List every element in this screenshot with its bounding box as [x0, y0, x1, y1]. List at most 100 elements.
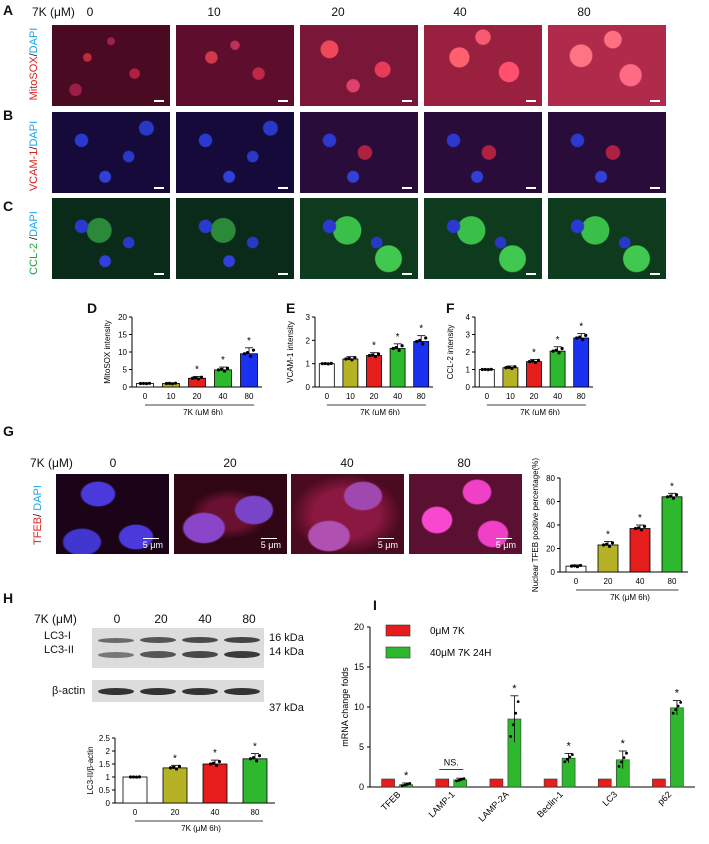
blot-lc3: [92, 628, 264, 668]
dose-0: 0: [86, 5, 94, 19]
panel-label-d: D: [87, 300, 98, 316]
bar-i-0-0: [381, 778, 395, 788]
point-e-0-3: [329, 361, 333, 365]
y-tick-label-i-2: 10: [354, 702, 364, 712]
point-d-1-2: [170, 382, 175, 386]
point-d-4-1: [245, 350, 250, 355]
y-tick-label-d-1: 5: [123, 366, 128, 375]
y-tick-label-d-4: 20: [118, 313, 127, 322]
point-f-2-0: [527, 360, 532, 364]
point-e-3-2: [397, 348, 401, 352]
point-f-4-0: [575, 336, 579, 340]
star-d-2: *: [195, 365, 199, 376]
x-label-d: 7K (μM 6h): [183, 408, 223, 415]
micrograph-mitosox-20: [300, 25, 418, 106]
y-tick-label-f-0: 0: [466, 383, 471, 392]
point-h-0-2: [134, 775, 139, 779]
x-tick-label-i-5: p62: [656, 789, 674, 807]
point-f-3-1: [554, 348, 558, 352]
point-i-1-1-0: [455, 779, 458, 783]
point-h-2-2: [214, 763, 219, 768]
star-d-4: *: [247, 336, 251, 347]
micrograph-mitosox-40: [424, 25, 542, 106]
y-tick-label-h-2: 1: [106, 773, 111, 782]
panel-label-b: B: [3, 107, 14, 123]
point-e-3-0: [391, 346, 395, 351]
x-tick-label-d-4: 80: [245, 392, 254, 401]
point-g-3-3: [674, 493, 679, 497]
y-label-f: CCL-2 intensity: [446, 325, 455, 380]
point-h-3-1: [251, 756, 256, 760]
point-d-3-0: [216, 368, 221, 372]
band-label-lc3-i: LC3-I: [44, 630, 71, 642]
point-d-2-2: [196, 377, 201, 381]
point-d-2-0: [190, 376, 195, 380]
point-h-1-2: [174, 767, 179, 771]
point-d-0-1: [141, 381, 146, 386]
bar-e-3: [389, 348, 406, 388]
bar-i-4-0: [597, 778, 612, 788]
x-tick-label-i-3: Beclin-1: [535, 789, 565, 819]
micrograph-mitosox-10: [176, 25, 294, 106]
bar-e-1: [342, 358, 359, 388]
bar-i-2-0: [489, 778, 504, 788]
dose-header-blot: 7K (μM): [34, 612, 77, 626]
x-tick-label-d-3: 40: [219, 392, 228, 401]
point-i-0-1-1: [403, 783, 407, 787]
point-h-3-3: [257, 754, 262, 758]
x-tick-label-i-0: TFEB: [379, 789, 402, 812]
micrograph-vcam1-20: [300, 112, 418, 193]
bar-f-4: [573, 337, 590, 388]
x-tick-label-d-0: 0: [143, 392, 148, 401]
x-label-h: 7K (μM 6h): [181, 824, 221, 833]
point-h-2-1: [211, 761, 216, 765]
y-tick-label-i-4: 20: [354, 622, 364, 632]
point-f-0-0: [480, 367, 484, 372]
point-e-4-3: [424, 336, 428, 340]
y-label-g: Nuclear TFEB positive percentage(%): [531, 458, 540, 592]
point-e-2-0: [367, 353, 372, 358]
bar-h-2: [202, 763, 228, 804]
point-e-1-2: [350, 358, 354, 362]
bar-f-0: [478, 369, 495, 388]
point-f-1-0: [504, 366, 508, 370]
row-label-ccl2: CCL-2 /DAPI: [28, 211, 40, 275]
row-label-mitosox: MitoSOX/DAPI: [28, 27, 40, 101]
point-h-2-0: [208, 762, 213, 766]
y-tick-label-f-1: 1: [466, 366, 471, 375]
micrograph-ccl2-0: [52, 198, 170, 279]
point-d-2-3: [199, 375, 204, 379]
bar-h-0: [122, 776, 148, 804]
blot-actin: [92, 680, 264, 702]
micrograph-mitosox-80: [548, 25, 666, 106]
y-label-h: LC3-II/β-actin: [86, 746, 95, 794]
point-f-2-3: [536, 358, 541, 362]
star-h-3: *: [253, 742, 257, 753]
point-h-0-3: [137, 775, 142, 779]
bar-i-3-0: [543, 778, 558, 788]
point-i-5-1-2: [676, 704, 680, 708]
point-f-4-1: [578, 335, 582, 339]
star-d-3: *: [221, 355, 225, 366]
point-d-0-2: [144, 382, 149, 386]
blot-dose-20: 20: [154, 612, 168, 626]
point-h-0-0: [128, 775, 133, 779]
dose-80: 80: [577, 5, 591, 19]
point-i-4-1-3: [625, 751, 628, 755]
x-tick-label-f-1: 10: [506, 392, 515, 401]
point-d-0-3: [147, 381, 152, 385]
micrograph-mitosox-0: [52, 25, 170, 106]
point-d-4-0: [242, 352, 247, 356]
bar-f-1: [502, 367, 519, 388]
micrograph-ccl2-40: [424, 198, 542, 279]
dose-header-top: 7K (μM): [32, 5, 75, 19]
y-tick-label-f-3: 3: [466, 331, 471, 340]
x-tick-label-i-4: LC3: [600, 789, 619, 808]
tfeb-micrograph-40: 5 μm: [291, 474, 404, 554]
y-tick-label-h-4: 2: [106, 747, 111, 756]
point-i-4-1-0: [617, 765, 621, 768]
y-tick-label-e-0: 0: [306, 383, 311, 392]
point-e-4-2: [421, 342, 425, 346]
legend-swatch-i-0: [385, 624, 411, 637]
tfeb-dose-0: 0: [109, 456, 117, 470]
